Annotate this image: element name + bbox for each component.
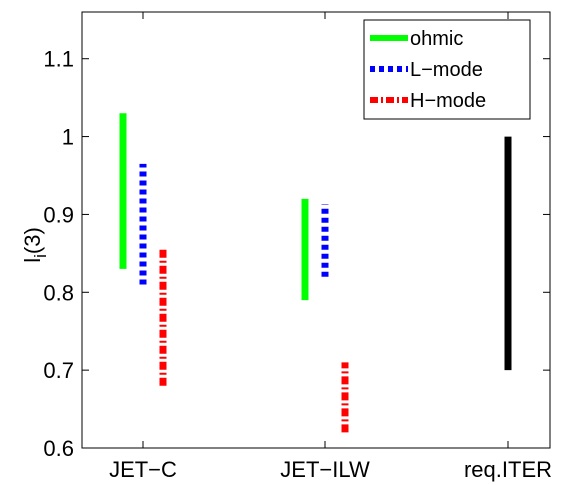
legend-label: L−mode <box>410 59 483 81</box>
x-tick-label: JET−C <box>109 457 177 482</box>
legend-label: ohmic <box>410 28 463 50</box>
y-axis-label-sub: i <box>31 254 50 258</box>
series-layer <box>119 113 512 433</box>
legend-label: H−mode <box>410 90 486 112</box>
y-axis-label: li(3) <box>20 227 50 263</box>
y-tick-label: 0.9 <box>43 202 74 227</box>
y-tick-label: 0.7 <box>43 358 74 383</box>
y-tick-label: 0.8 <box>43 280 74 305</box>
axes: 0.6 0.7 0.8 0.9 1 1.1 JET−C JET−ILW req.ITER <box>43 11 552 482</box>
plot-frame <box>81 11 551 449</box>
y-axis-label-suffix: (3) <box>20 227 45 254</box>
x-tick-label: JET−ILW <box>280 457 370 482</box>
y-tick-label: 1 <box>62 125 74 150</box>
y-axis-label-main: l <box>20 258 45 263</box>
x-tick-label: req.ITER <box>464 457 552 482</box>
legend: ohmic L−mode H−mode <box>363 19 531 120</box>
y-tick-label: 1.1 <box>43 47 74 72</box>
y-tick-label: 0.6 <box>43 436 74 461</box>
